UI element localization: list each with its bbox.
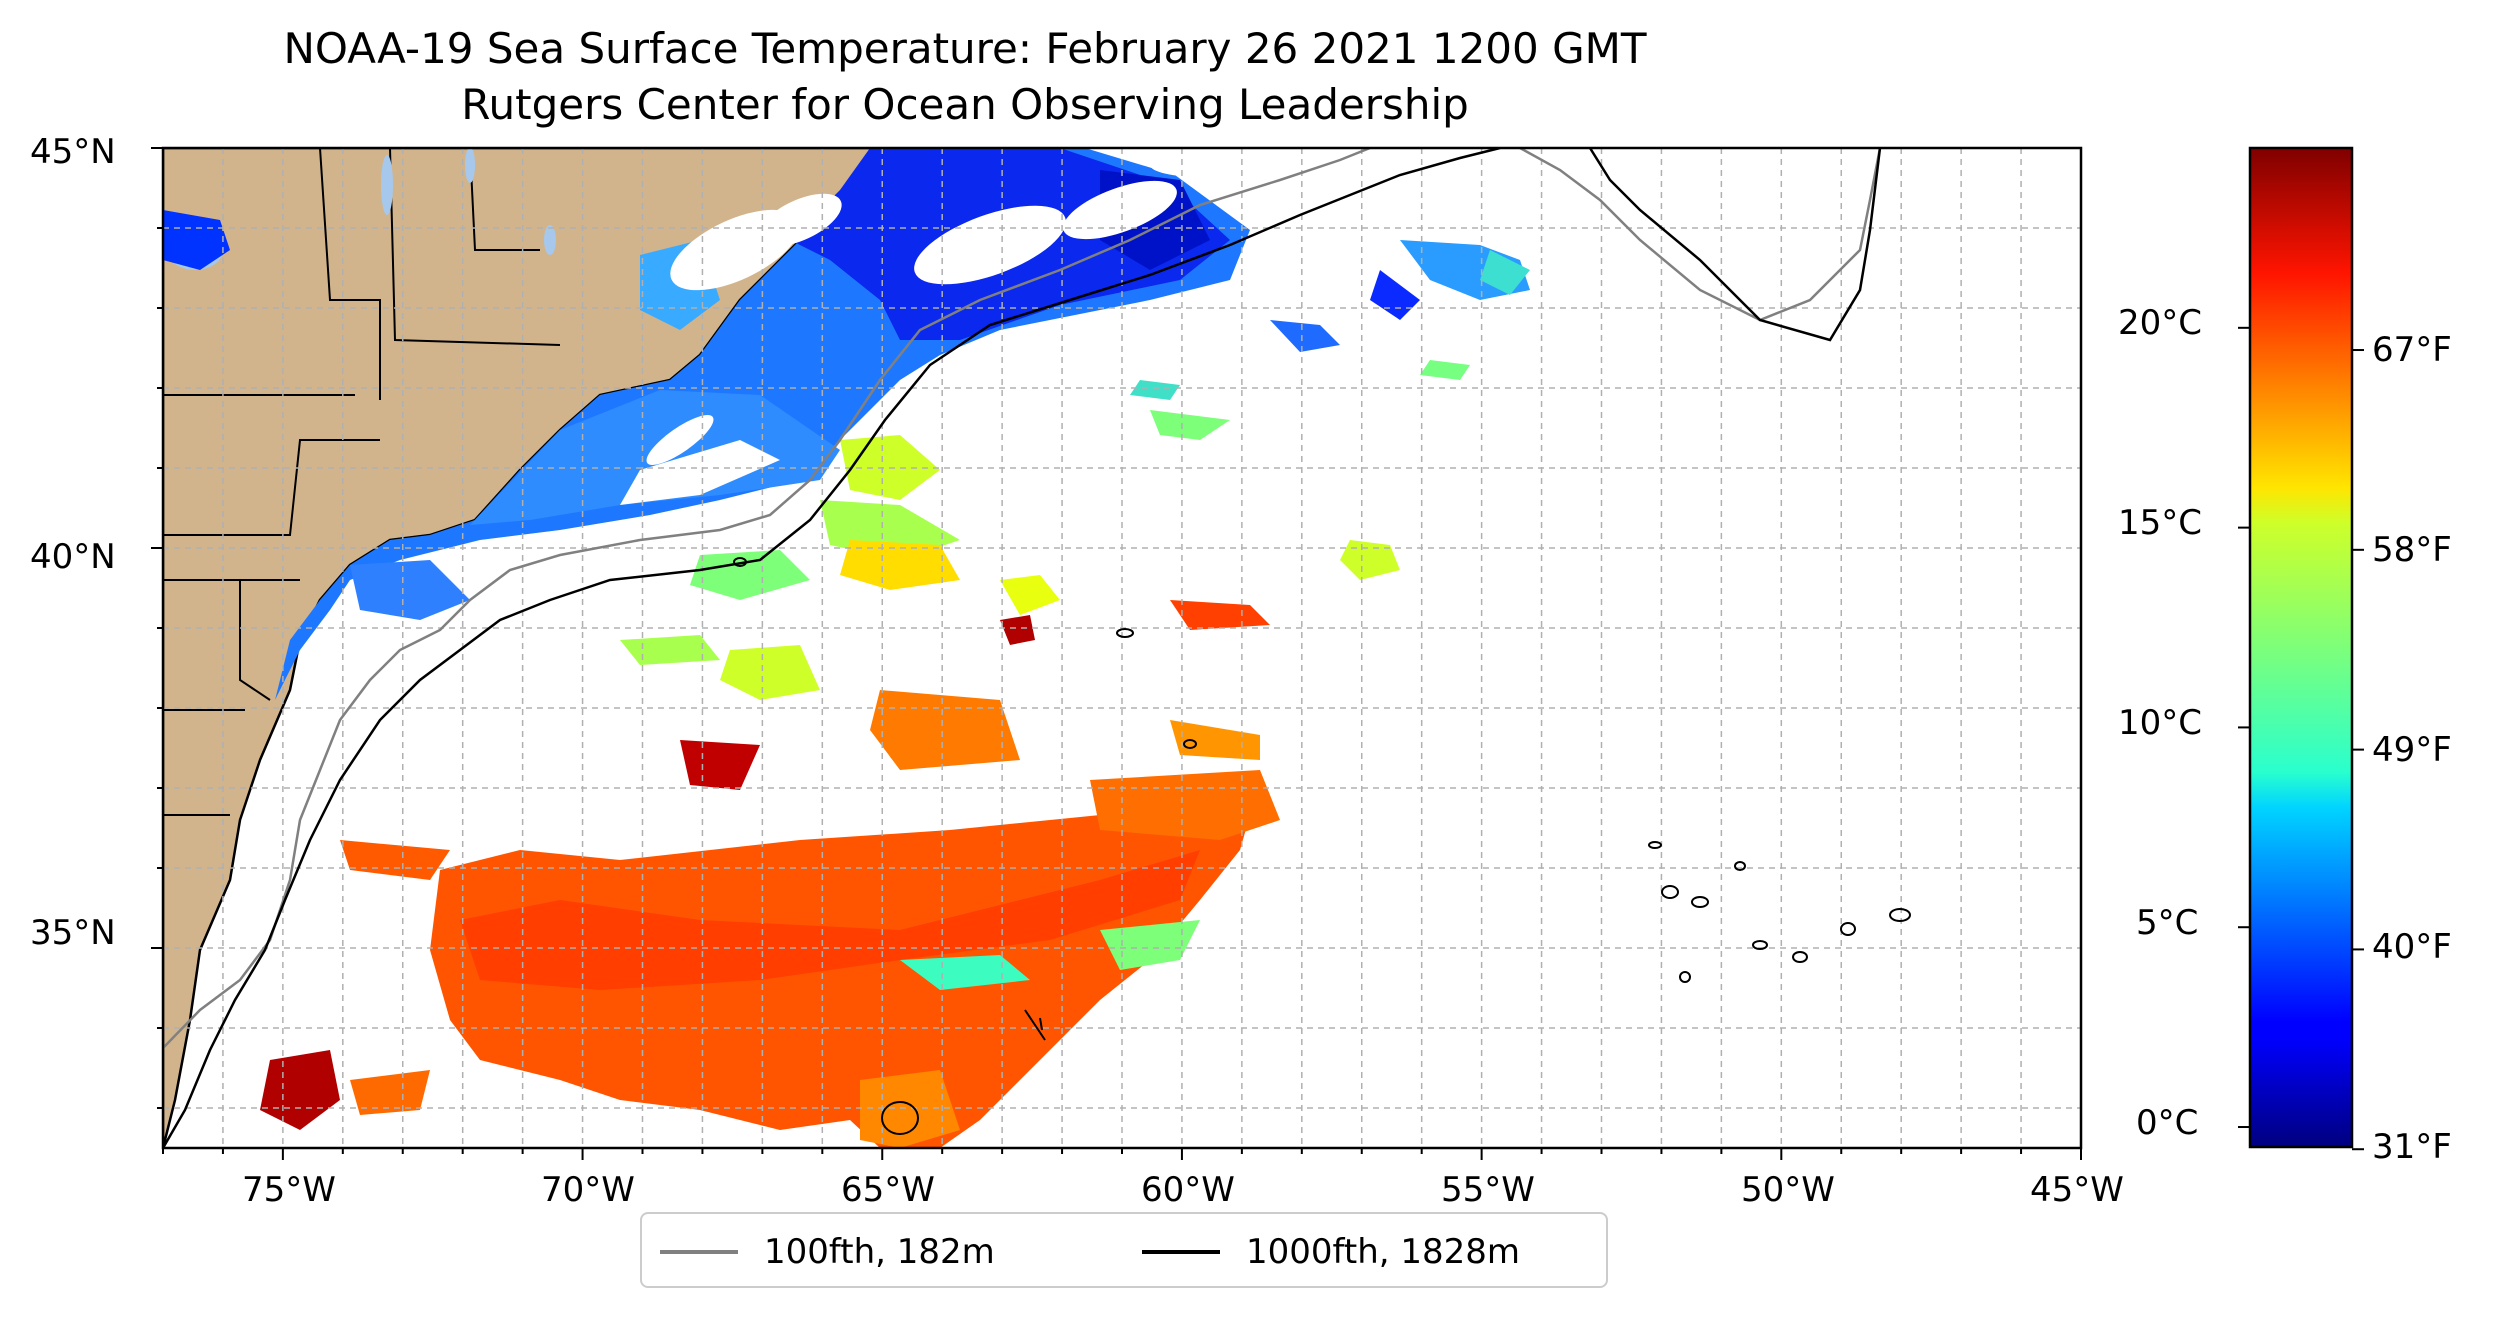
legend-label-100fth: 100fth, 182m: [764, 1232, 995, 1272]
contour-1000fth: [163, 148, 1882, 1148]
colorbar-ticks: [2238, 326, 2364, 1151]
mid-patches-layer: [620, 410, 1400, 700]
lon-label-75w: 75°W: [242, 1170, 336, 1210]
state-borders-layer: [163, 148, 561, 816]
colorbar-label-49f: 49°F: [2372, 730, 2452, 770]
colorbar-label-20c: 20°C: [2118, 303, 2203, 343]
lon-label-45w: 45°W: [2030, 1170, 2124, 1210]
colorbar-label-5c: 5°C: [2136, 903, 2199, 943]
lon-label-65w: 65°W: [841, 1170, 935, 1210]
colorbar-label-67f: 67°F: [2372, 330, 2452, 370]
seamounts-layer: [733, 557, 1911, 1135]
map-subtitle: Rutgers Center for Ocean Observing Leade…: [461, 80, 1469, 129]
legend-label-1000fth: 1000fth, 1828m: [1246, 1232, 1521, 1272]
colorbar-label-40f: 40°F: [2372, 927, 2452, 967]
colorbar: [2248, 146, 2354, 1149]
lon-label-60w: 60°W: [1141, 1170, 1235, 1210]
map-title: NOAA-19 Sea Surface Temperature: Februar…: [283, 24, 1647, 73]
colorbar-label-10c: 10°C: [2118, 703, 2203, 743]
colorbar-label-0c: 0°C: [2136, 1103, 2199, 1143]
warm-water-layer: [260, 615, 1280, 1148]
lon-label-50w: 50°W: [1741, 1170, 1835, 1210]
lon-label-55w: 55°W: [1441, 1170, 1535, 1210]
legend-swatch-1000fth: [1142, 1250, 1220, 1254]
legend-swatch-100fth: [660, 1250, 738, 1254]
tick-marks-layer: [151, 147, 2082, 1160]
lat-label-35: 35°N: [30, 913, 116, 953]
legend: 100fth, 182m 1000fth, 1828m: [640, 1212, 1608, 1288]
lat-label-45: 45°N: [30, 132, 116, 172]
colorbar-label-58f: 58°F: [2372, 530, 2452, 570]
lon-label-70w: 70°W: [541, 1170, 635, 1210]
lat-label-40: 40°N: [30, 537, 116, 577]
colorbar-label-15c: 15°C: [2118, 503, 2203, 543]
colorbar-label-31f: 31°F: [2372, 1127, 2452, 1167]
